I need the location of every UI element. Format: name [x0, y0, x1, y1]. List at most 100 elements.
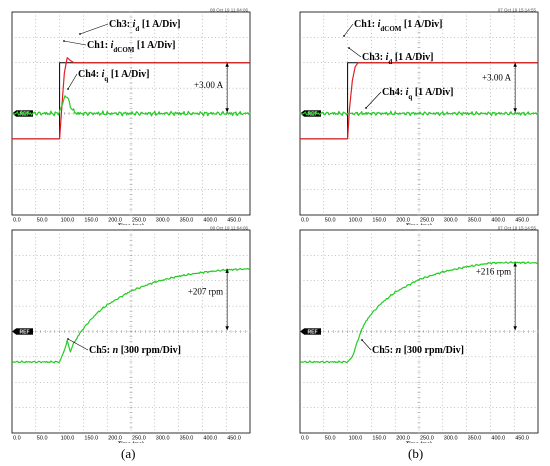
x-tick-label: 250.0: [420, 218, 434, 224]
x-tick-label: 100.0: [349, 436, 363, 442]
x-tick-label: 250.0: [420, 436, 434, 442]
x-tick-label: 350.0: [468, 218, 482, 224]
scope-a-top: 08 Oct 19 11:04:06 0.0 50.0 100.0 150.0 200.0…: [11, 8, 251, 226]
annotation-pointer: [361, 339, 372, 351]
x-tick-label: 150.0: [84, 436, 98, 442]
delta-label: +207 rpm: [188, 287, 223, 297]
annotation-pointer-tip: [361, 339, 363, 341]
annotation-pointer: [343, 23, 354, 37]
annotation-ch1: Ch1: idCOM [1 A/Div]: [354, 19, 443, 33]
x-tick-label: 450.0: [515, 218, 529, 224]
x-tick-label: 300.0: [156, 218, 170, 224]
annotation-pointer-tip: [67, 338, 69, 340]
x-tick-label: 350.0: [468, 436, 482, 442]
annotation-ch5: Ch5: n [300 rpm/Div]: [372, 345, 464, 356]
x-tick-label: 400.0: [203, 436, 217, 442]
annotation-ch4: Ch4: iq [1 A/Div]: [78, 69, 149, 83]
timestamp: 07 Oct 19 15:14:55: [498, 226, 537, 230]
x-tick-label: 400.0: [491, 436, 505, 442]
annotation-pointer-tip: [348, 47, 350, 49]
scope-a-bottom: 08 Oct 19 11:04:06 0.0 50.0 100.0 150.0 200.0…: [11, 226, 251, 444]
x-tick-label: 350.0: [180, 218, 194, 224]
timestamp: 08 Oct 19 11:04:06: [210, 8, 248, 12]
x-tick-label: 250.0: [132, 218, 146, 224]
delta-arrow-down-icon: [513, 326, 517, 331]
x-tick-label: 50.0: [37, 218, 48, 224]
annotation-ch3: Ch3: id [1 A/Div]: [362, 52, 433, 66]
x-tick-label: 50.0: [325, 218, 336, 224]
x-tick-label: 0.0: [13, 218, 21, 224]
annotation-pointer-tip: [67, 88, 69, 90]
ref-marker-icon: [300, 328, 304, 335]
x-tick-label: 200.0: [108, 436, 122, 442]
x-axis-label: Time (ms): [118, 224, 144, 226]
delta-arrow-up-icon: [513, 262, 517, 267]
annotation-ch3: Ch3: id [1 A/Div]: [109, 19, 180, 33]
annotation-pointer: [365, 91, 382, 109]
x-tick-label: 400.0: [203, 218, 217, 224]
annotation-pointer-tip: [63, 40, 65, 42]
x-tick-label: 200.0: [396, 218, 410, 224]
x-axis-label: Time (ms): [118, 442, 144, 444]
x-axis-label: Time (ms): [406, 224, 432, 226]
scope-b-top: 07 Oct 19 15:14:55 0.0 50.0 100.0 150.0 200.0…: [299, 8, 539, 226]
x-tick-label: 0.0: [13, 436, 21, 442]
x-tick-label: 200.0: [396, 436, 410, 442]
annotation-pointer: [67, 338, 89, 351]
series-ch4-line: [11, 95, 251, 117]
delta-arrow-down-icon: [225, 326, 229, 331]
x-tick-label: 100.0: [349, 218, 363, 224]
timestamp: 08 Oct 19 11:04:06: [210, 226, 248, 230]
x-tick-label: 300.0: [444, 436, 458, 442]
annotation-pointer-tip: [343, 35, 345, 37]
annotation-pointer: [79, 23, 109, 35]
x-tick-label: 100.0: [61, 436, 75, 442]
x-tick-label: 50.0: [37, 436, 48, 442]
series-ch5-line: [299, 261, 539, 364]
annotation-pointer: [348, 47, 362, 58]
delta-label: +3.00 A: [194, 80, 224, 90]
x-tick-label: 150.0: [84, 218, 98, 224]
x-tick-label: 450.0: [227, 436, 241, 442]
series-ch3-line: [12, 57, 250, 140]
delta-label: +216 rpm: [476, 266, 511, 276]
x-tick-label: 400.0: [491, 218, 505, 224]
ref-marker-icon: [12, 328, 16, 335]
x-tick-label: 300.0: [444, 218, 458, 224]
delta-arrow-up-icon: [513, 62, 517, 67]
x-tick-label: 300.0: [156, 436, 170, 442]
delta-label: +3.00 A: [482, 73, 512, 83]
delta-arrow-down-icon: [513, 108, 517, 113]
x-tick-label: 50.0: [325, 436, 336, 442]
panel-label-b: (b): [408, 446, 424, 461]
annotation-pointer: [63, 40, 87, 46]
x-tick-label: 0.0: [301, 436, 309, 442]
x-tick-label: 450.0: [515, 436, 529, 442]
x-tick-label: 250.0: [132, 436, 146, 442]
annotation-ch1: Ch1: idCOM [1 A/Div]: [87, 40, 176, 54]
x-tick-label: 0.0: [301, 218, 309, 224]
ref-marker-box: [304, 328, 321, 335]
panel-label-a: (a): [121, 446, 136, 461]
ref-label: REF: [20, 329, 30, 335]
annotation-pointer: [67, 73, 78, 90]
x-axis-label: Time (ms): [406, 442, 432, 444]
ref-marker-box: [16, 328, 33, 335]
delta-arrow-up-icon: [225, 62, 229, 67]
x-tick-label: 100.0: [61, 218, 75, 224]
annotation-pointer-tip: [79, 33, 81, 35]
x-tick-label: 200.0: [108, 218, 122, 224]
x-tick-label: 450.0: [227, 218, 241, 224]
ref-marker-box: [304, 110, 321, 117]
series-ch3-line: [300, 62, 538, 140]
grid: [11, 229, 251, 434]
ref-marker-box: [16, 110, 33, 117]
x-tick-label: 150.0: [372, 218, 386, 224]
scope-b-bottom: 07 Oct 19 15:14:55 0.0 50.0 100.0 150.0 200.0…: [299, 226, 539, 444]
timestamp: 07 Oct 19 15:14:55: [498, 8, 537, 12]
annotation-ch5: Ch5: n [300 rpm/Div]: [89, 345, 181, 356]
delta-arrow-up-icon: [225, 268, 229, 273]
grid: [299, 229, 539, 434]
x-tick-label: 150.0: [372, 436, 386, 442]
series-ch4-line: [299, 110, 539, 117]
